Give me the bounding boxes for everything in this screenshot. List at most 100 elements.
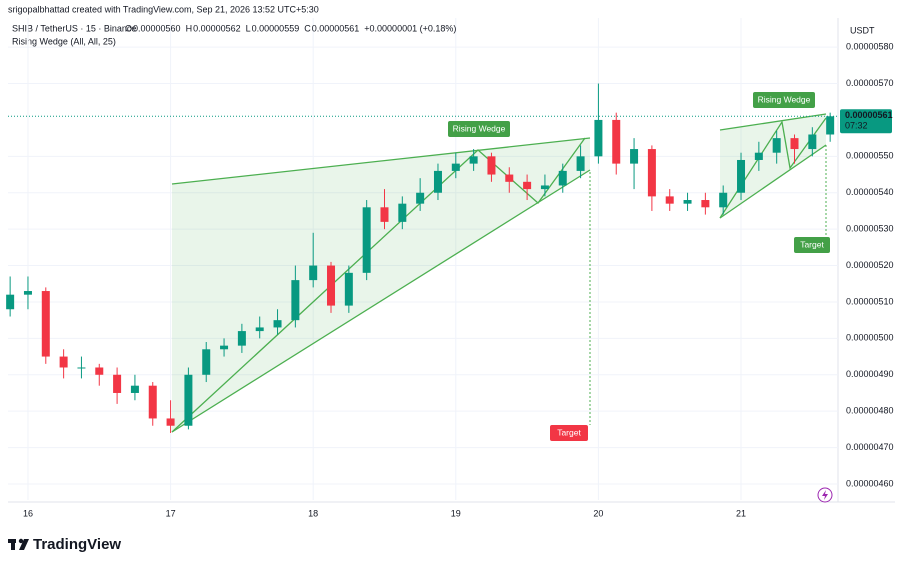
wedge-line — [719, 144, 827, 219]
currency: USDT — [850, 25, 875, 35]
candle-body — [237, 331, 246, 346]
annotation: Rising Wedge — [453, 123, 506, 133]
ohlc-value: 0.00000562 — [193, 23, 241, 33]
logo-mark — [18, 538, 24, 544]
candle-body — [790, 138, 799, 150]
x-tick-label: 18 — [308, 508, 318, 518]
alert-icon-bolt — [822, 490, 828, 500]
ohlc-value: 0.00000561 — [312, 23, 360, 33]
candle-body — [291, 280, 300, 321]
ohlc-key: L — [246, 23, 251, 33]
candle-body — [576, 156, 585, 171]
x-tick-label: 19 — [451, 508, 461, 518]
ohlc-key: C — [304, 23, 311, 33]
last-price-box — [840, 109, 892, 134]
x-tick-label: 16 — [23, 508, 33, 518]
candle-body — [327, 265, 336, 306]
credit: srigopalbhattad created with TradingView… — [8, 4, 319, 14]
candle-body — [594, 119, 603, 157]
x-tick-label: 17 — [166, 508, 176, 518]
indicator: Rising Wedge (All, All, 25) — [12, 36, 116, 46]
candle-body — [540, 185, 549, 190]
ohlc-key: H — [186, 23, 193, 33]
candle-body — [558, 170, 567, 186]
y-tick-label: 0.00000490 — [846, 369, 894, 379]
candle-body — [362, 207, 371, 273]
wedge-line — [171, 137, 591, 185]
candle-body — [826, 116, 835, 135]
ohlc-legend: O 0.00000560 H 0.00000562 L 0.00000559 C 0.0000… — [125, 23, 456, 33]
candle-body — [612, 119, 621, 164]
y-tick-label: 0.00000580 — [846, 41, 894, 51]
y-tick-label: 0.00000460 — [846, 478, 894, 488]
annotation: Target — [557, 427, 581, 437]
y-tick-label: 0.00000470 — [846, 442, 894, 452]
candle-body — [808, 134, 817, 150]
candle-body — [202, 349, 211, 375]
candle-body — [647, 149, 656, 197]
candle-body — [166, 418, 175, 426]
candle-body — [451, 163, 460, 171]
x-tick-label: 20 — [593, 508, 603, 518]
candle-body — [95, 367, 104, 375]
candle-body — [113, 374, 122, 393]
candle-body — [184, 374, 193, 426]
candle-body — [469, 156, 478, 164]
annotation-box — [550, 425, 588, 441]
candle-body — [148, 385, 157, 419]
wedge-area — [172, 138, 590, 432]
candle-body — [309, 265, 318, 281]
candle-body — [41, 291, 50, 357]
candle-body — [772, 138, 781, 153]
candle-body — [77, 367, 86, 369]
y-tick-label: 0.00000520 — [846, 260, 894, 270]
candle-body — [433, 170, 442, 193]
last-price-label: 0.00000561 — [845, 110, 893, 120]
candle-body — [273, 320, 282, 328]
candle-body — [344, 272, 353, 306]
candle-body — [59, 356, 68, 368]
y-tick-label: 0.00000480 — [846, 406, 894, 416]
logo-mark — [11, 539, 15, 550]
y-tick-label: 0.00000500 — [846, 333, 894, 343]
logo: TradingView — [8, 536, 121, 553]
candle-body — [487, 156, 496, 175]
wedge-line — [719, 113, 827, 131]
candle-body — [719, 192, 728, 208]
y-tick-label: 0.00000540 — [846, 187, 894, 197]
wedge-line — [171, 169, 591, 433]
candle-body — [683, 200, 692, 204]
alert-icon[interactable] — [817, 487, 833, 503]
y-tick-label: 0.00000530 — [846, 224, 894, 234]
annotation: Target — [800, 239, 824, 249]
candle-body — [754, 152, 763, 160]
ohlc-value: 0.00000560 — [133, 23, 181, 33]
candle-body — [23, 291, 32, 295]
countdown: 07:32 — [845, 121, 868, 131]
symbol: SHIB / TetherUS · 15 · Binance — [12, 23, 136, 33]
candle-body — [416, 192, 425, 204]
ohlc-value: 0.00000559 — [252, 23, 300, 33]
candle-body — [255, 327, 264, 332]
x-tick-label: 21 — [736, 508, 746, 518]
wedge-zigzag — [719, 117, 827, 219]
logo-text: TradingView — [33, 536, 121, 553]
ohlc-change: +0.00000001 (+0.18%) — [364, 23, 456, 33]
candle-body — [665, 196, 674, 204]
logo-mark — [19, 539, 29, 550]
candle-body — [6, 294, 15, 310]
candle-body — [630, 149, 639, 164]
y-tick-label: 0.00000570 — [846, 78, 894, 88]
candle-body — [523, 181, 532, 190]
annotation-box — [794, 237, 830, 253]
candle-body — [220, 345, 229, 350]
candle-body — [398, 203, 407, 222]
candle-body — [737, 159, 746, 193]
candle-body — [505, 174, 514, 182]
y-tick-label: 0.00000550 — [846, 151, 894, 161]
candle-body — [130, 385, 139, 393]
ohlc-key: O — [125, 23, 132, 33]
annotation: Rising Wedge — [758, 94, 811, 104]
